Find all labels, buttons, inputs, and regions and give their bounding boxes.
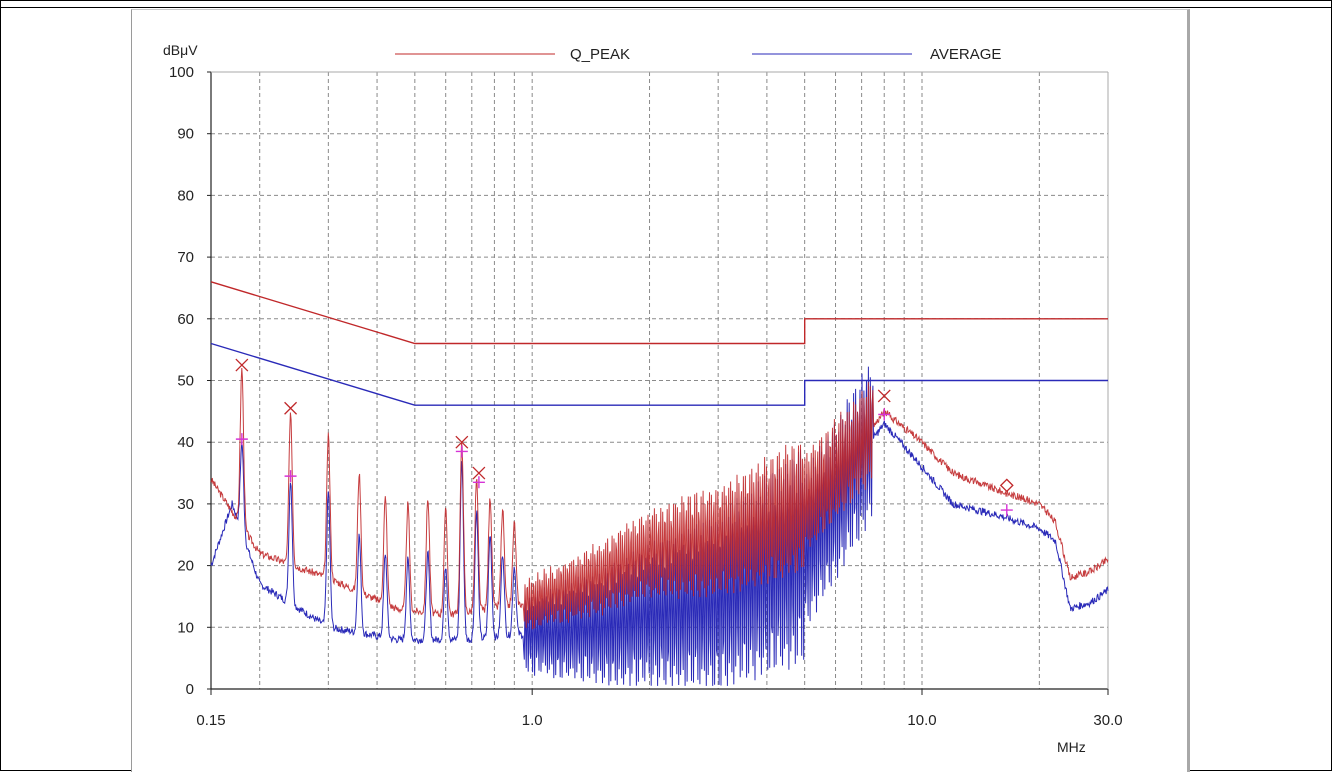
y-tick-label: 60 [177,311,194,328]
peak-marker-x [472,466,486,480]
y-tick-label: 50 [177,373,194,390]
x-tick-label: 1.0 [522,712,543,729]
average-marker-plus [472,476,485,489]
average-trace [210,366,1109,686]
average-marker-plus [235,433,248,446]
x-tick-label: 30.0 [1093,712,1122,729]
average-limit-line [210,342,1108,406]
x-unit-label: MHz [1057,739,1086,755]
peak-marker-x [235,358,249,372]
q-peak-trace [210,367,1109,630]
q-peak-limit-line [210,281,1108,345]
average-marker-plus [878,408,891,421]
legend-label-q-peak: Q_PEAK [570,46,630,63]
average-marker-plus [455,445,468,458]
y-tick-label: 90 [177,126,194,143]
y-unit-label: dBμV [163,42,198,58]
data-layer [210,281,1109,686]
peak-marker-x [284,401,298,415]
x-tick-label: 0.15 [196,712,225,729]
marker-layer [235,358,1014,517]
legend-label-average: AVERAGE [930,46,1001,63]
average-marker-plus [1000,504,1013,517]
y-tick-label: 0 [186,681,194,698]
chart-panel [131,9,1190,772]
average-marker-plus [284,470,297,483]
legend: Q_PEAK AVERAGE [395,46,1001,63]
peak-marker-x [455,435,469,449]
x-tick-label: 10.0 [907,712,936,729]
y-tick-label: 40 [177,434,194,451]
y-tick-label: 20 [177,558,194,575]
peak-marker-diamond [999,478,1014,493]
y-tick-label: 100 [169,64,194,81]
axis-layer: 0 10 20 30 40 50 60 70 80 90 100 0.15 1.0 10.0 30.0 [169,64,1123,729]
y-tick-label: 30 [177,496,194,513]
peak-marker-x [877,389,891,403]
y-tick-label: 10 [177,619,194,636]
y-tick-label: 80 [177,187,194,204]
top-rule [0,7,1332,8]
y-tick-label: 70 [177,249,194,266]
